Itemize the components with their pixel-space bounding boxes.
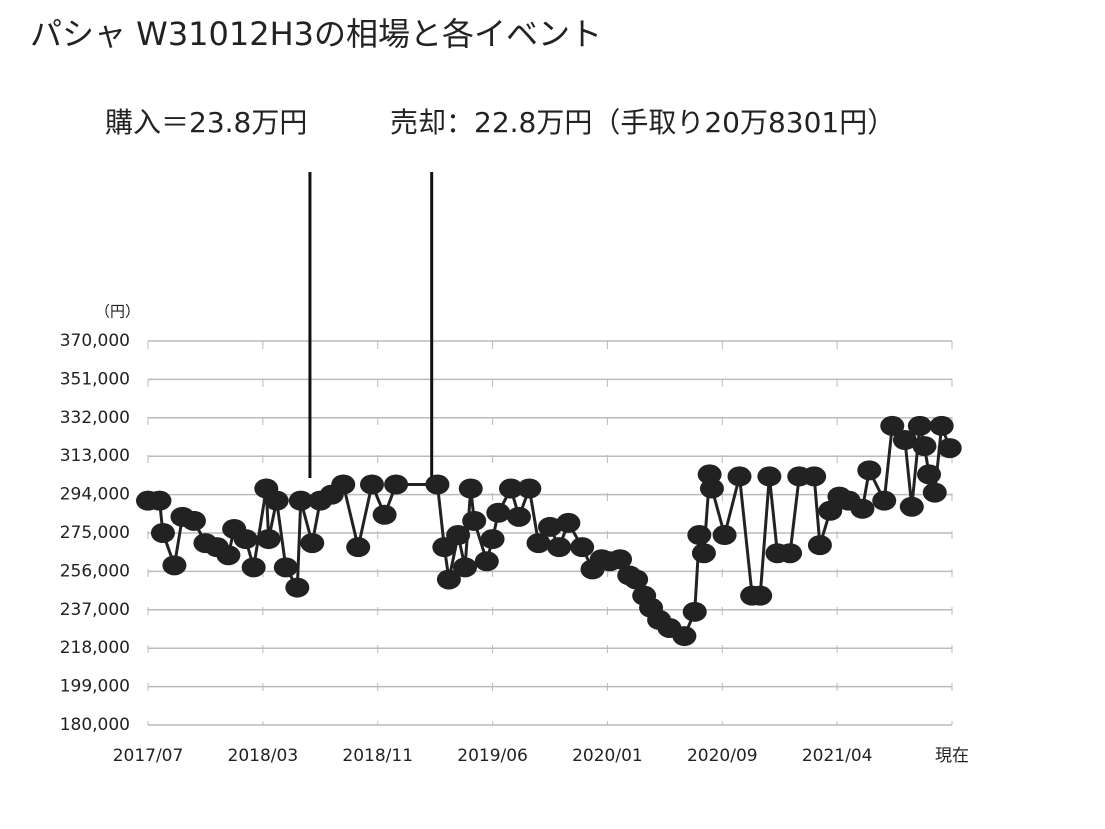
price-point — [506, 506, 531, 527]
x-tick-label: 2019/06 — [457, 746, 528, 766]
price-point — [857, 460, 882, 481]
y-tick-label: 370,000 — [60, 331, 130, 351]
price-point — [233, 529, 258, 550]
y-tick-label: 332,000 — [60, 408, 130, 428]
price-point — [462, 510, 487, 531]
price-point — [699, 478, 724, 499]
price-point — [912, 436, 937, 457]
price-point — [691, 543, 716, 564]
x-tick-label: 現在 — [935, 746, 969, 766]
price-point — [446, 525, 471, 546]
price-point — [346, 537, 371, 558]
x-tick-label: 2018/03 — [228, 746, 299, 766]
price-point — [181, 510, 206, 531]
x-tick-label: 2021/04 — [802, 746, 873, 766]
y-tick-label: 275,000 — [60, 523, 130, 543]
price-point — [486, 502, 511, 523]
price-point — [517, 478, 542, 499]
price-point — [757, 466, 782, 487]
price-point — [372, 504, 397, 525]
price-point — [748, 585, 773, 606]
price-point — [672, 626, 697, 647]
price-point — [850, 498, 875, 519]
price-point — [538, 516, 562, 537]
x-tick-label: 2018/11 — [342, 746, 413, 766]
price-point — [608, 549, 633, 570]
price-point — [778, 543, 803, 564]
price-point — [917, 464, 942, 485]
price-point — [547, 537, 572, 558]
y-tick-label: 313,000 — [60, 446, 130, 466]
price-point — [929, 415, 954, 436]
price-point — [425, 474, 450, 495]
price-point — [570, 537, 595, 558]
y-tick-label: 180,000 — [60, 715, 130, 735]
price-point — [264, 490, 289, 511]
price-point — [216, 545, 241, 566]
y-tick-label: 351,000 — [60, 369, 130, 389]
price-point — [899, 496, 924, 517]
price-point — [273, 557, 298, 578]
price-point — [241, 557, 266, 578]
y-tick-label: 294,000 — [60, 485, 130, 505]
price-point — [907, 415, 932, 436]
price-point — [526, 533, 551, 554]
y-unit-label: （円） — [95, 303, 140, 321]
event-label: 購入＝23.8万円 — [105, 106, 307, 139]
x-tick-label: 2020/09 — [687, 746, 758, 766]
price-point — [331, 474, 356, 495]
price-point — [802, 466, 827, 487]
price-point — [892, 430, 917, 451]
price-point — [682, 601, 707, 622]
price-point — [256, 529, 281, 550]
price-point — [162, 555, 187, 576]
price-point — [436, 569, 461, 590]
price-point — [147, 490, 172, 511]
price-point — [880, 415, 905, 436]
price-point — [498, 478, 523, 499]
price-point — [937, 438, 962, 459]
price-point — [872, 490, 897, 511]
y-tick-label: 218,000 — [60, 638, 130, 658]
price-point — [712, 525, 737, 546]
y-tick-label: 237,000 — [60, 600, 130, 620]
chart-title: パシャ W31012H3の相場と各イベント — [30, 15, 602, 53]
price-point — [150, 523, 175, 543]
price-point — [359, 474, 384, 495]
price-point — [474, 551, 499, 572]
price-point — [384, 474, 409, 495]
event-label: 売却：22.8万円（手取り20万8301円） — [390, 106, 895, 139]
price-point — [624, 569, 649, 590]
y-tick-label: 199,000 — [60, 677, 130, 697]
price-point — [453, 557, 478, 578]
price-point — [807, 535, 832, 556]
y-tick-label: 256,000 — [60, 561, 130, 581]
price-point — [922, 482, 947, 503]
x-tick-label: 2020/01 — [572, 746, 643, 766]
price-point — [480, 529, 505, 550]
x-tick-label: 2017/07 — [113, 746, 184, 766]
price-point — [556, 512, 581, 533]
price-point — [687, 525, 712, 546]
price-point — [727, 466, 752, 487]
price-point — [288, 490, 313, 511]
price-point — [300, 533, 325, 554]
price-point — [285, 577, 310, 598]
price-point — [458, 478, 483, 499]
